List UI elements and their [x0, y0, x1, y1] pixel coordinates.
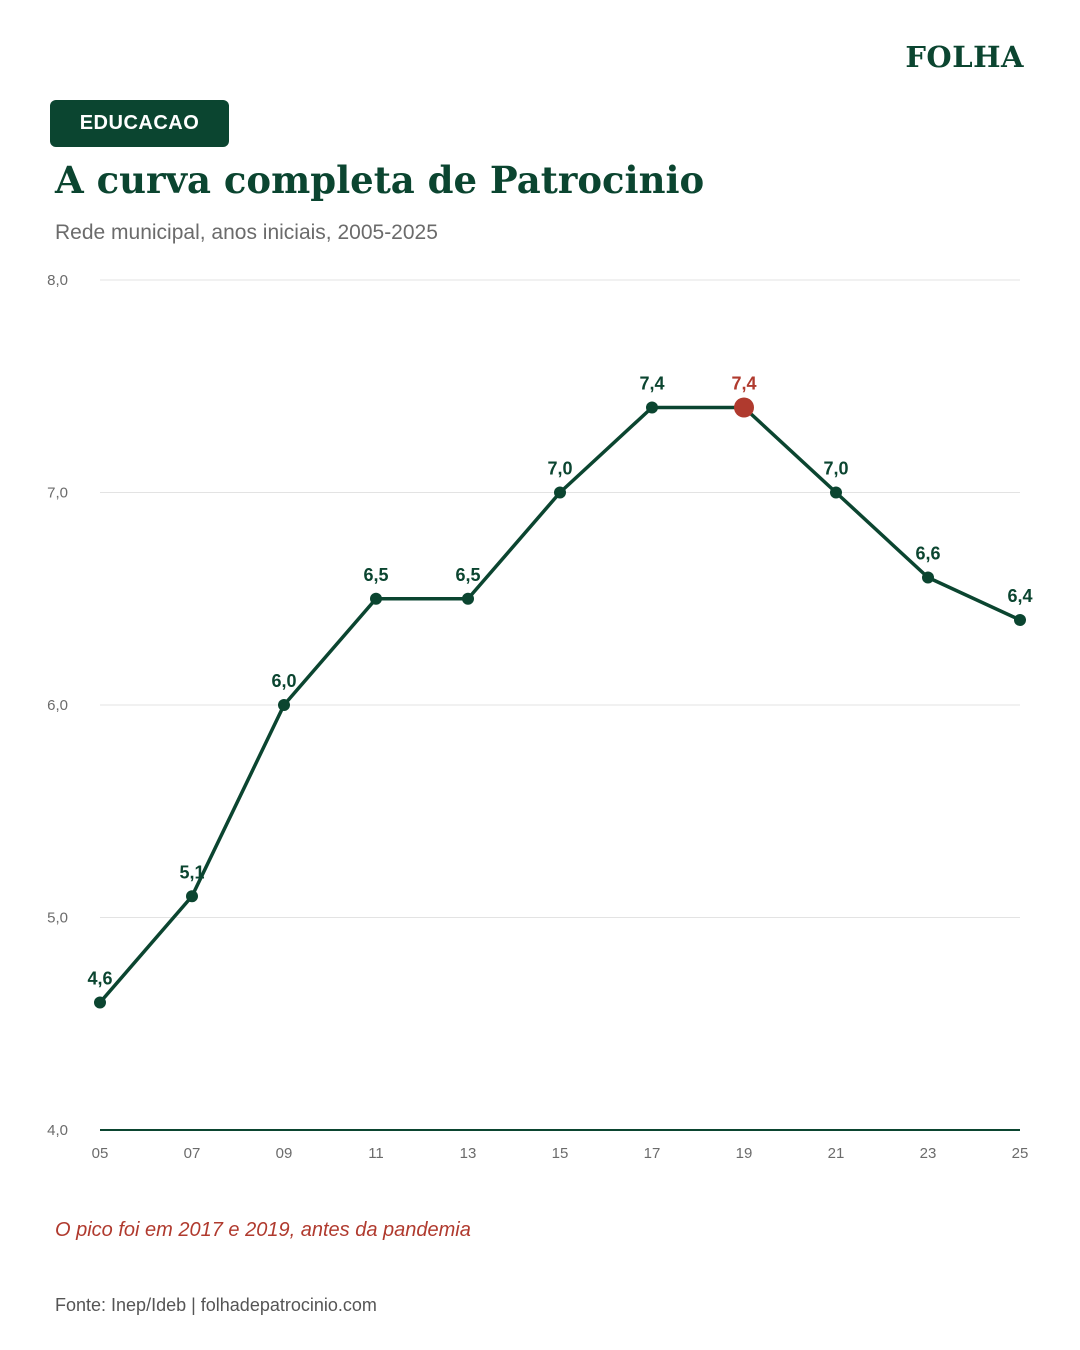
data-points	[94, 397, 1026, 1009]
x-tick-label: 13	[460, 1145, 477, 1162]
data-point	[278, 699, 290, 711]
data-label: 7,4	[639, 374, 664, 394]
x-tick-label: 07	[184, 1145, 201, 1162]
data-point	[830, 486, 842, 499]
chart-subtitle: Rede municipal, anos iniciais, 2005-2025	[55, 221, 438, 244]
data-label: 6,6	[915, 544, 940, 564]
chart-title: A curva completa de Patrocinio	[55, 158, 705, 202]
data-point	[1014, 614, 1026, 626]
x-tick-label: 19	[736, 1145, 753, 1162]
data-label: 7,0	[547, 459, 572, 479]
data-label: 6,0	[271, 671, 296, 691]
line-chart: 4,0 5,0 6,0 7,0 8,0 05 07 09 11 13 15 17 19 21 23 25 4…	[47, 272, 1032, 1162]
y-tick-label: 6,0	[47, 697, 68, 714]
data-point	[94, 996, 106, 1009]
x-tick-label: 15	[552, 1145, 569, 1162]
y-tick-label: 7,0	[47, 485, 68, 502]
x-tick-label: 11	[368, 1145, 384, 1162]
x-tick-label: 05	[92, 1145, 109, 1162]
source-credit: Fonte: Inep/Ideb | folhadepatrocinio.com	[55, 1295, 377, 1315]
data-point	[370, 592, 382, 605]
category-tag: EDUCACAO	[50, 100, 229, 147]
data-label: 6,5	[455, 565, 480, 585]
annotation-note: O pico foi em 2017 e 2019, antes da pand…	[55, 1219, 471, 1241]
data-labels: 4,6 5,1 6,0 6,5 6,5 7,0 7,4 7,4 7,0 6,6 6,4	[87, 374, 1032, 989]
y-tick-label: 8,0	[47, 272, 68, 289]
data-point	[922, 571, 934, 584]
data-label: 7,0	[823, 459, 848, 479]
y-tick-label: 4,0	[47, 1122, 68, 1139]
data-label: 6,5	[363, 565, 388, 585]
data-point	[646, 401, 658, 414]
data-label: 4,6	[87, 969, 112, 989]
data-point	[554, 486, 566, 499]
x-tick-label: 17	[644, 1145, 661, 1162]
x-tick-label: 23	[920, 1145, 937, 1162]
data-label: 5,1	[179, 862, 204, 882]
grid-lines	[100, 279, 1020, 1131]
data-point	[186, 890, 198, 903]
data-label: 6,4	[1007, 586, 1032, 606]
brand-logo: FOLHA	[905, 40, 1024, 74]
y-axis-ticks: 4,0 5,0 6,0 7,0 8,0	[47, 272, 68, 1139]
data-label-highlight: 7,4	[731, 374, 756, 394]
y-tick-label: 5,0	[47, 910, 68, 927]
data-point-highlight	[734, 397, 754, 418]
data-point	[462, 592, 474, 605]
x-axis-ticks: 05 07 09 11 13 15 17 19 21 23 25	[92, 1145, 1029, 1162]
x-tick-label: 09	[276, 1145, 293, 1162]
x-tick-label: 21	[828, 1145, 845, 1162]
x-tick-label: 25	[1012, 1145, 1029, 1162]
